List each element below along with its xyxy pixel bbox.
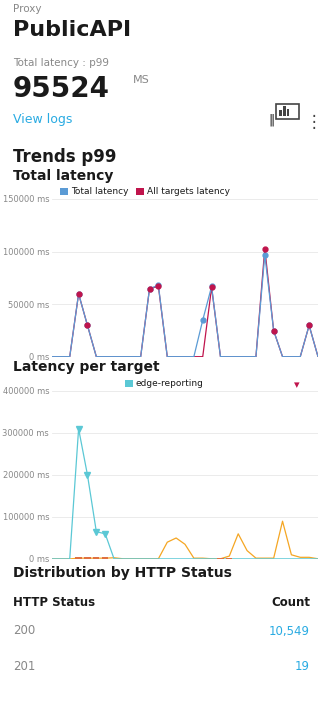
Text: Total latency : p99: Total latency : p99 — [13, 58, 109, 68]
Text: Proxy: Proxy — [13, 4, 41, 15]
Bar — [287, 108, 289, 116]
Bar — [226, 558, 233, 559]
Text: 200: 200 — [13, 625, 35, 638]
Text: HTTP Status: HTTP Status — [13, 596, 95, 609]
Bar — [276, 104, 299, 119]
Text: PublicAPI: PublicAPI — [13, 20, 131, 40]
Text: 201: 201 — [13, 660, 35, 673]
Text: Distribution by HTTP Status: Distribution by HTTP Status — [13, 566, 232, 580]
Bar — [217, 558, 224, 559]
Text: 95524: 95524 — [13, 76, 110, 103]
Text: 19: 19 — [295, 660, 310, 673]
Text: View logs: View logs — [13, 113, 72, 126]
Text: Trends p99: Trends p99 — [13, 148, 116, 166]
Bar — [76, 557, 82, 559]
Bar — [102, 557, 108, 559]
Legend: Total latency, All targets latency: Total latency, All targets latency — [59, 188, 230, 197]
Text: 10,549: 10,549 — [269, 625, 310, 638]
Text: Count: Count — [271, 596, 310, 609]
Text: Total latency: Total latency — [13, 169, 113, 183]
Text: MS: MS — [132, 76, 149, 85]
Bar — [283, 106, 286, 116]
Bar — [93, 557, 99, 559]
Bar — [84, 557, 90, 559]
Text: ▾: ▾ — [294, 380, 300, 389]
Bar — [279, 110, 282, 116]
Text: ‖: ‖ — [268, 113, 274, 126]
Text: ⋮: ⋮ — [305, 113, 322, 131]
Legend: edge-reporting: edge-reporting — [124, 379, 204, 389]
Text: Latency per target: Latency per target — [13, 360, 160, 374]
